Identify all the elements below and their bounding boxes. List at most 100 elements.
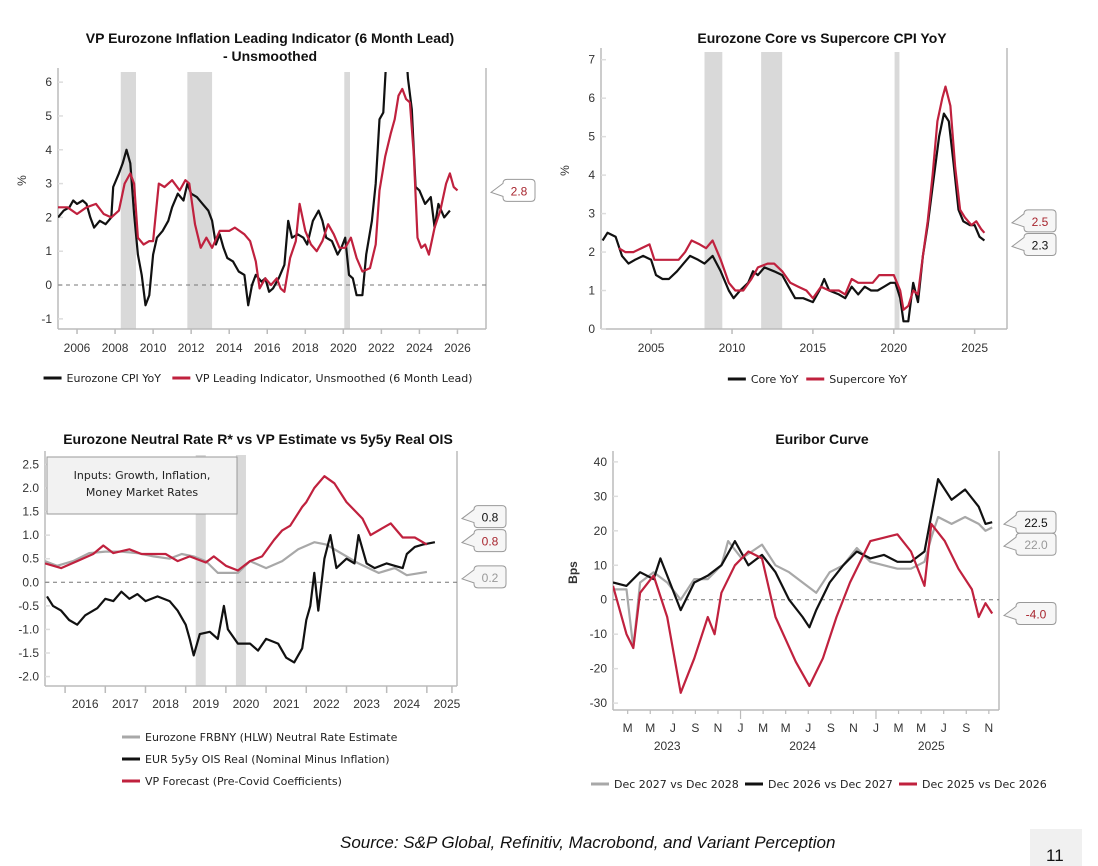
page-number-box bbox=[1030, 829, 1082, 866]
y-tick-label: -1.0 bbox=[18, 622, 39, 636]
x-month-label: S bbox=[827, 721, 835, 735]
x-tick-label: 2005 bbox=[638, 341, 665, 355]
y-tick-label: -10 bbox=[590, 627, 608, 641]
end-label-callout: 2.8 bbox=[489, 178, 536, 202]
x-tick-label: 2022 bbox=[368, 341, 395, 355]
y-tick-label: 10 bbox=[594, 558, 608, 572]
callout-value: 2.8 bbox=[511, 184, 528, 198]
x-month-label: M bbox=[781, 721, 791, 735]
y-tick-label: 5 bbox=[588, 130, 595, 144]
x-year-label: 2024 bbox=[789, 739, 816, 753]
series-line-dec-2027-vs-dec-2028 bbox=[613, 515, 993, 650]
x-tick-label: 2022 bbox=[313, 697, 340, 711]
y-axis-label: % bbox=[558, 165, 572, 176]
callout-value: 22.0 bbox=[1024, 538, 1048, 552]
end-label-callout: 0.8 bbox=[460, 529, 507, 553]
y-tick-label: -1 bbox=[41, 312, 52, 326]
y-axis-label: Bps bbox=[566, 561, 580, 584]
annotation-text: Inputs: Growth, Inflation, bbox=[74, 469, 211, 482]
x-tick-label: 2019 bbox=[192, 697, 219, 711]
x-month-label: J bbox=[738, 721, 744, 735]
x-tick-label: 2018 bbox=[152, 697, 179, 711]
source-note: Source: S&P Global, Refinitiv, Macrobond… bbox=[340, 833, 836, 852]
y-tick-label: 2.0 bbox=[22, 481, 39, 495]
series-line-dec-2025-vs-dec-2026 bbox=[613, 522, 994, 694]
x-month-label: N bbox=[985, 721, 994, 735]
series-line-supercore-yoy bbox=[618, 85, 986, 311]
chart-c2: Eurozone Core vs Supercore CPI YoY 0 1 2 3 4 5… bbox=[558, 30, 1057, 386]
series-line-dec-2026-vs-dec-2027 bbox=[613, 478, 993, 629]
chart-c1: VP Eurozone Inflation Leading Indicator … bbox=[15, 30, 536, 385]
recession-band bbox=[704, 52, 723, 329]
callout-value: 0.2 bbox=[482, 571, 499, 585]
x-tick-label: 2023 bbox=[353, 697, 380, 711]
series-line-vp-leading-indicator-unsmoothed-6-month-lead bbox=[58, 87, 459, 293]
y-tick-label: 0.0 bbox=[22, 575, 39, 589]
x-month-label: M bbox=[916, 721, 926, 735]
end-label-callout: 22.0 bbox=[1002, 532, 1057, 556]
x-month-label: N bbox=[849, 721, 858, 735]
legend-label: VP Leading Indicator, Unsmoothed (6 Mont… bbox=[195, 372, 472, 385]
y-tick-label: 4 bbox=[45, 143, 52, 157]
x-month-label: M bbox=[645, 721, 655, 735]
callout-value: -4.0 bbox=[1026, 608, 1047, 622]
recession-band bbox=[344, 72, 350, 329]
y-tick-label: 2 bbox=[588, 245, 595, 259]
series-group bbox=[601, 85, 986, 323]
series-line-eur-5y5y-ois-real-nominal-minus-inflation bbox=[46, 534, 436, 664]
callout-box bbox=[1002, 510, 1057, 534]
y-tick-label: 30 bbox=[594, 489, 608, 503]
legend-label: Supercore YoY bbox=[829, 373, 907, 386]
callout-box bbox=[1002, 602, 1057, 626]
y-tick-label: 0 bbox=[600, 593, 607, 607]
x-tick-label: 2021 bbox=[273, 697, 300, 711]
end-label-callout: 2.5 bbox=[1010, 209, 1057, 233]
x-tick-label: 2025 bbox=[961, 341, 988, 355]
y-tick-label: -0.5 bbox=[18, 599, 39, 613]
x-tick-label: 2016 bbox=[254, 341, 281, 355]
x-month-label: M bbox=[758, 721, 768, 735]
callout-value: 0.8 bbox=[482, 511, 499, 525]
callout-box bbox=[460, 505, 507, 529]
recession-band bbox=[761, 52, 783, 329]
y-tick-label: 6 bbox=[588, 91, 595, 105]
x-year-label: 2025 bbox=[918, 739, 945, 753]
chart-title: Euribor Curve bbox=[775, 431, 869, 447]
series-group bbox=[58, 72, 459, 307]
end-label-callout: -4.0 bbox=[1002, 602, 1057, 626]
recession-band bbox=[894, 52, 900, 329]
callout-box bbox=[1010, 209, 1057, 233]
y-tick-label: 0 bbox=[588, 322, 595, 336]
chart-title: VP Eurozone Inflation Leading Indicator … bbox=[86, 30, 454, 46]
x-month-label: J bbox=[873, 721, 879, 735]
x-tick-label: 2024 bbox=[393, 697, 420, 711]
legend-label: Core YoY bbox=[751, 373, 799, 386]
series-line-eurozone-cpi-yoy bbox=[58, 72, 451, 307]
y-tick-label: 40 bbox=[594, 455, 608, 469]
legend-label: Dec 2027 vs Dec 2028 bbox=[614, 778, 739, 791]
y-tick-label: 1.5 bbox=[22, 505, 39, 519]
end-label-callout: 22.5 bbox=[1002, 510, 1057, 534]
y-tick-label: 5 bbox=[45, 109, 52, 123]
callout-value: 2.3 bbox=[1032, 239, 1049, 253]
callout-value: 0.8 bbox=[482, 535, 499, 549]
y-tick-label: -1.5 bbox=[18, 646, 39, 660]
series-group bbox=[613, 478, 994, 694]
annotation-text: Money Market Rates bbox=[86, 486, 198, 499]
annotation-box bbox=[46, 456, 238, 515]
x-tick-label: 2025 bbox=[434, 697, 461, 711]
legend-label: Dec 2025 vs Dec 2026 bbox=[922, 778, 1047, 791]
x-tick-label: 2024 bbox=[406, 341, 433, 355]
y-axis-label: % bbox=[15, 175, 29, 186]
callout-box bbox=[460, 565, 507, 589]
y-tick-label: 1.0 bbox=[22, 528, 39, 542]
end-label-callout: 0.8 bbox=[460, 505, 507, 529]
callout-box bbox=[489, 178, 536, 202]
x-month-label: S bbox=[691, 721, 699, 735]
y-tick-label: 0.5 bbox=[22, 552, 39, 566]
x-tick-label: 2020 bbox=[233, 697, 260, 711]
x-tick-label: 2016 bbox=[72, 697, 99, 711]
x-tick-label: 2014 bbox=[216, 341, 243, 355]
y-tick-label: 0 bbox=[45, 278, 52, 292]
y-tick-label: 3 bbox=[588, 207, 595, 221]
